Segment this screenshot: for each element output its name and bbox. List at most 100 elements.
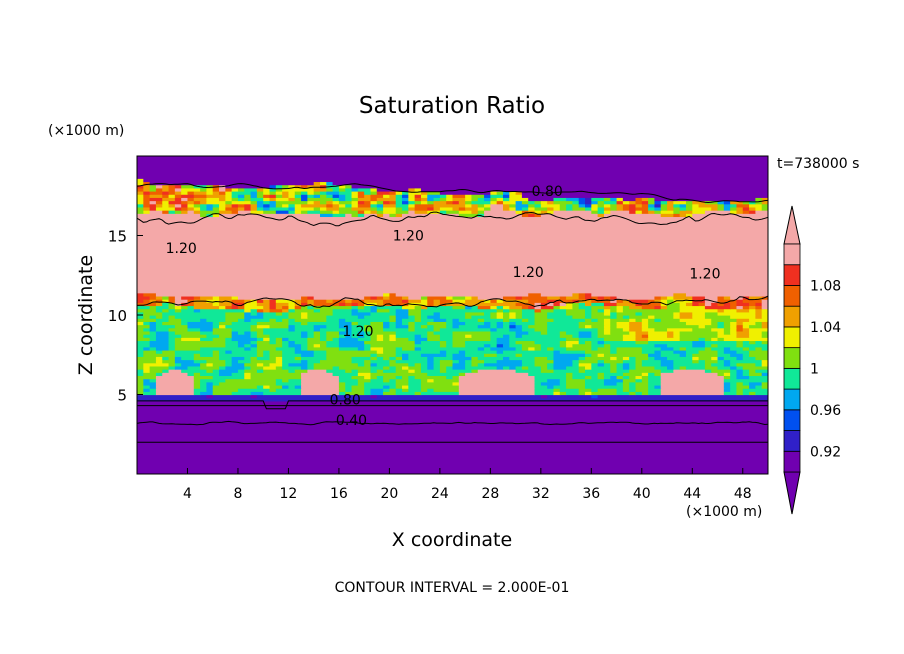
- field-cell: [578, 292, 586, 297]
- field-cell: [528, 292, 542, 297]
- field-cell: [603, 213, 662, 218]
- field-cell: [181, 318, 201, 322]
- field-cell: [326, 356, 353, 361]
- field-cell: [225, 324, 252, 329]
- field-cell: [231, 334, 252, 338]
- field-cell: [237, 295, 302, 300]
- field-cell: [427, 359, 435, 364]
- field-cell: [578, 340, 586, 345]
- field-cell: [338, 346, 359, 351]
- field-cell: [313, 327, 321, 332]
- field-cell: [597, 203, 605, 208]
- field-cell: [168, 330, 176, 335]
- field-cell: [364, 375, 372, 380]
- field-cell: [137, 213, 201, 218]
- field-cell: [288, 190, 296, 195]
- field-cell: [553, 346, 567, 351]
- field-cell: [225, 203, 233, 208]
- field-cell: [692, 210, 706, 214]
- field-cell: [256, 349, 264, 354]
- field-cell: [414, 324, 422, 329]
- field-cell: [730, 302, 738, 307]
- field-cell: [648, 388, 662, 392]
- field-cell: [635, 359, 643, 364]
- field-cell: [137, 388, 144, 392]
- field-cell: [155, 292, 384, 297]
- field-cell: [376, 353, 397, 357]
- field-cell: [515, 346, 523, 351]
- field-cell: [465, 200, 473, 205]
- field-cell: [742, 388, 768, 392]
- field-cell: [749, 305, 756, 310]
- field-cell: [566, 308, 586, 313]
- field-cell: [616, 388, 624, 392]
- field-cell: [471, 362, 479, 367]
- field-cell: [282, 340, 290, 345]
- field-cell: [578, 321, 605, 326]
- field-cell: [212, 375, 245, 380]
- field-cell: [610, 346, 618, 351]
- field-cell: [711, 356, 719, 361]
- field-cell: [572, 200, 580, 205]
- field-cell: [376, 210, 384, 214]
- field-cell: [477, 305, 491, 310]
- field-cell: [641, 375, 649, 380]
- field-cell: [263, 384, 271, 389]
- field-cell: [137, 321, 144, 326]
- field-cell: [143, 203, 151, 208]
- field-cell: [635, 206, 649, 211]
- field-cell: [509, 324, 517, 329]
- field-cell: [730, 388, 738, 392]
- field-cell: [585, 378, 605, 383]
- field-cell: [749, 308, 756, 313]
- field-cell: [212, 353, 220, 357]
- field-cell: [149, 324, 157, 329]
- field-cell: [742, 206, 750, 211]
- field-cell: [692, 200, 706, 205]
- field-cell: [301, 343, 308, 348]
- field-cell: [603, 362, 611, 367]
- field-cell: [654, 327, 668, 332]
- field-cell: [540, 330, 548, 335]
- field-cell: [667, 327, 693, 332]
- field-cell: [578, 391, 586, 396]
- field-cell: [679, 203, 687, 208]
- field-cell: [408, 321, 416, 326]
- field-cell: [490, 311, 498, 316]
- field-cell: [402, 388, 409, 392]
- field-cell: [648, 340, 693, 345]
- field-cell: [155, 324, 176, 329]
- field-cell: [496, 299, 504, 303]
- field-cell: [137, 439, 768, 443]
- field-cell: [452, 340, 466, 345]
- contour-line: [137, 295, 768, 308]
- field-cell: [168, 308, 176, 313]
- field-cell: [263, 349, 271, 354]
- field-cell: [313, 305, 353, 310]
- field-cell: [414, 391, 422, 396]
- field-cell: [168, 302, 176, 307]
- field-cell: [736, 362, 756, 367]
- field-cell: [534, 388, 555, 392]
- field-cell: [667, 334, 674, 338]
- field-cell: [282, 203, 290, 208]
- field-cell: [660, 210, 674, 214]
- field-cell: [654, 384, 662, 389]
- field-cell: [143, 378, 151, 383]
- y-tick-label: 15: [108, 228, 127, 246]
- field-cell: [477, 206, 485, 211]
- field-cell: [427, 324, 435, 329]
- field-cell: [332, 181, 768, 186]
- field-cell: [717, 321, 725, 326]
- field-cell: [162, 187, 170, 192]
- field-cell: [446, 324, 454, 329]
- field-cell: [155, 308, 163, 313]
- field-cell: [420, 384, 460, 389]
- field-cell: [225, 194, 233, 198]
- field-cell: [452, 375, 460, 380]
- field-cell: [723, 388, 731, 392]
- field-cell: [307, 194, 315, 198]
- field-cell: [288, 197, 296, 202]
- field-cell: [332, 210, 340, 214]
- field-cell: [420, 299, 428, 303]
